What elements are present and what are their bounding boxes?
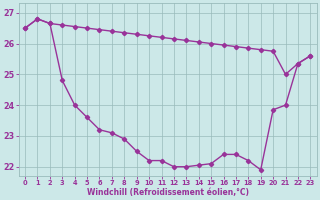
X-axis label: Windchill (Refroidissement éolien,°C): Windchill (Refroidissement éolien,°C) [87, 188, 249, 197]
